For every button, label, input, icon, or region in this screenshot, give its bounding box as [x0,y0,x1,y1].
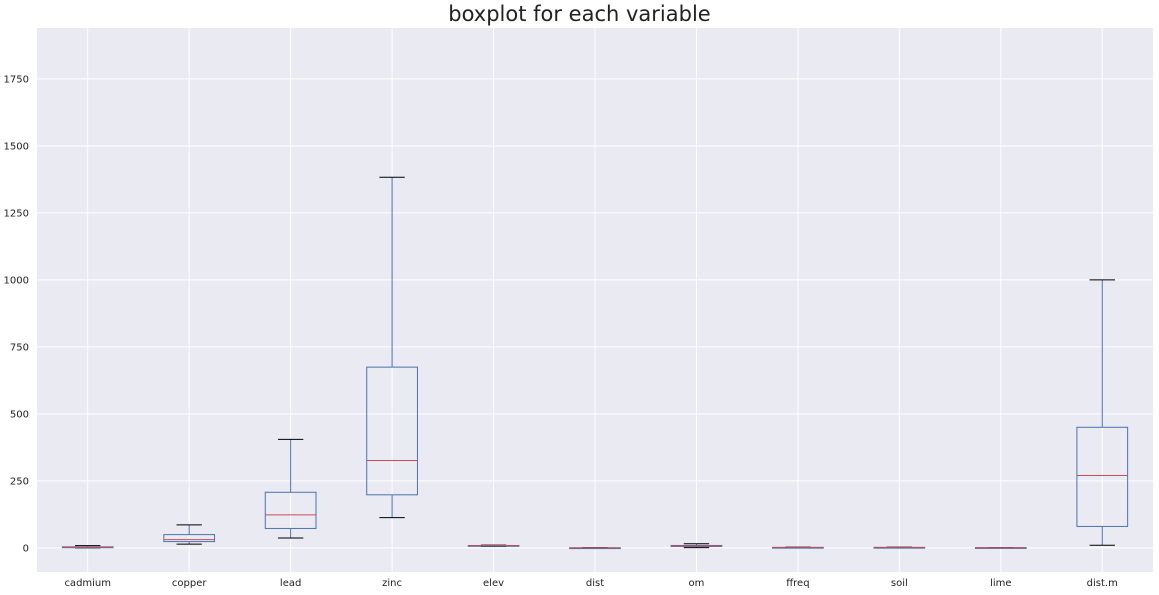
y-tick-label: 1750 [4,74,29,85]
x-tick-label: lead [280,578,301,589]
y-tick-label: 0 [23,543,29,554]
y-tick-label: 1500 [4,141,29,152]
x-tick-label: elev [483,578,504,589]
box-lime [974,547,1027,549]
y-tick-label: 750 [10,342,29,353]
box-lead [264,438,317,539]
y-tick-label: 250 [10,476,29,487]
iqr-box [264,491,317,529]
box-copper [163,524,216,545]
box-dist.m [1076,279,1129,546]
x-axis: cadmium copper lead zinc elev dist om ffreq soil… [64,578,1117,589]
iqr-box [366,366,418,496]
x-tick-label: copper [172,578,207,589]
box-dist [569,547,621,550]
x-tick-label: om [689,578,705,589]
x-tick-label: dist [586,578,604,589]
x-tick-label: cadmium [64,578,111,589]
box-om [670,543,723,549]
x-tick-label: zinc [382,578,402,589]
y-tick-label: 1000 [4,275,29,286]
boxes [61,176,1129,550]
x-tick-label: lime [990,578,1011,589]
box-soil [873,546,926,549]
y-tick-label: 500 [10,409,29,420]
iqr-box [1076,426,1129,527]
box-ffreq [772,546,824,549]
box-elev [467,544,520,547]
x-tick-label: ffreq [786,578,809,589]
x-tick-label: soil [891,578,908,589]
iqr-box [163,534,216,543]
x-tick-label: dist.m [1087,578,1118,589]
y-tick-label: 1250 [4,208,29,219]
chart-title: boxplot for each variable [448,2,711,26]
box-cadmium [61,545,114,549]
box-zinc [366,176,418,519]
y-axis: 0 250 500 750 1000 1250 1500 1750 [4,74,29,554]
